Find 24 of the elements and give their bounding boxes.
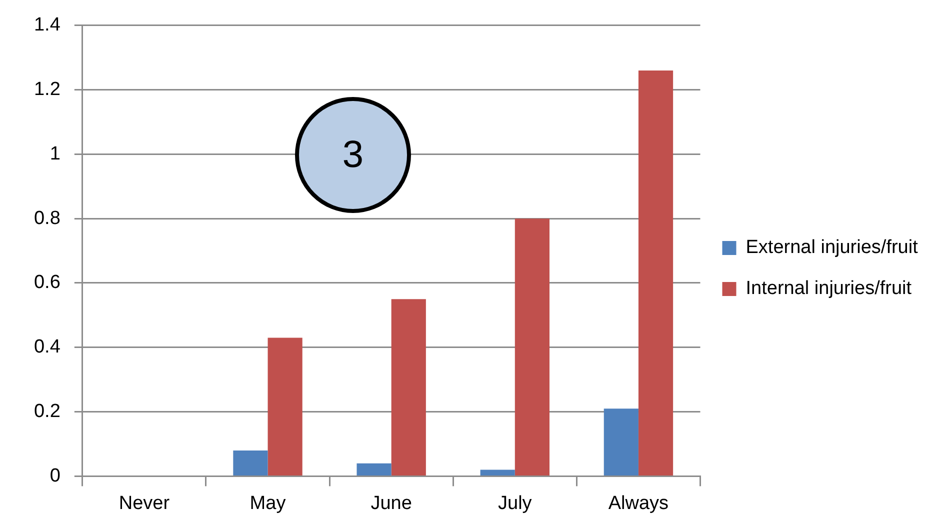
bar (480, 470, 515, 476)
y-tick-label: 0.8 (34, 208, 60, 229)
legend-label: External injuries/fruit (746, 237, 919, 258)
y-tick-label: 1.4 (34, 14, 61, 36)
x-tick-label: May (250, 492, 286, 514)
y-tick-label: 0 (50, 465, 60, 486)
x-tick-label: July (498, 492, 532, 514)
bar (391, 299, 426, 476)
bar (356, 463, 392, 476)
bar (268, 338, 302, 476)
x-tick-label: Always (608, 492, 669, 514)
legend-label: Internal injuries/fruit (746, 278, 912, 300)
bar (638, 70, 674, 476)
y-tick-label: 0.4 (34, 336, 61, 358)
y-tick-label: 0.2 (34, 401, 60, 422)
y-tick-label: 0.6 (34, 272, 60, 294)
annotation: 3 (342, 134, 364, 176)
x-tick-label: June (370, 492, 412, 514)
bar (514, 218, 550, 476)
y-tick-label: 1.2 (34, 79, 60, 100)
bar (604, 408, 638, 476)
bar (233, 450, 268, 476)
y-tick-label: 1 (50, 143, 60, 164)
x-tick-label: Never (118, 492, 170, 514)
